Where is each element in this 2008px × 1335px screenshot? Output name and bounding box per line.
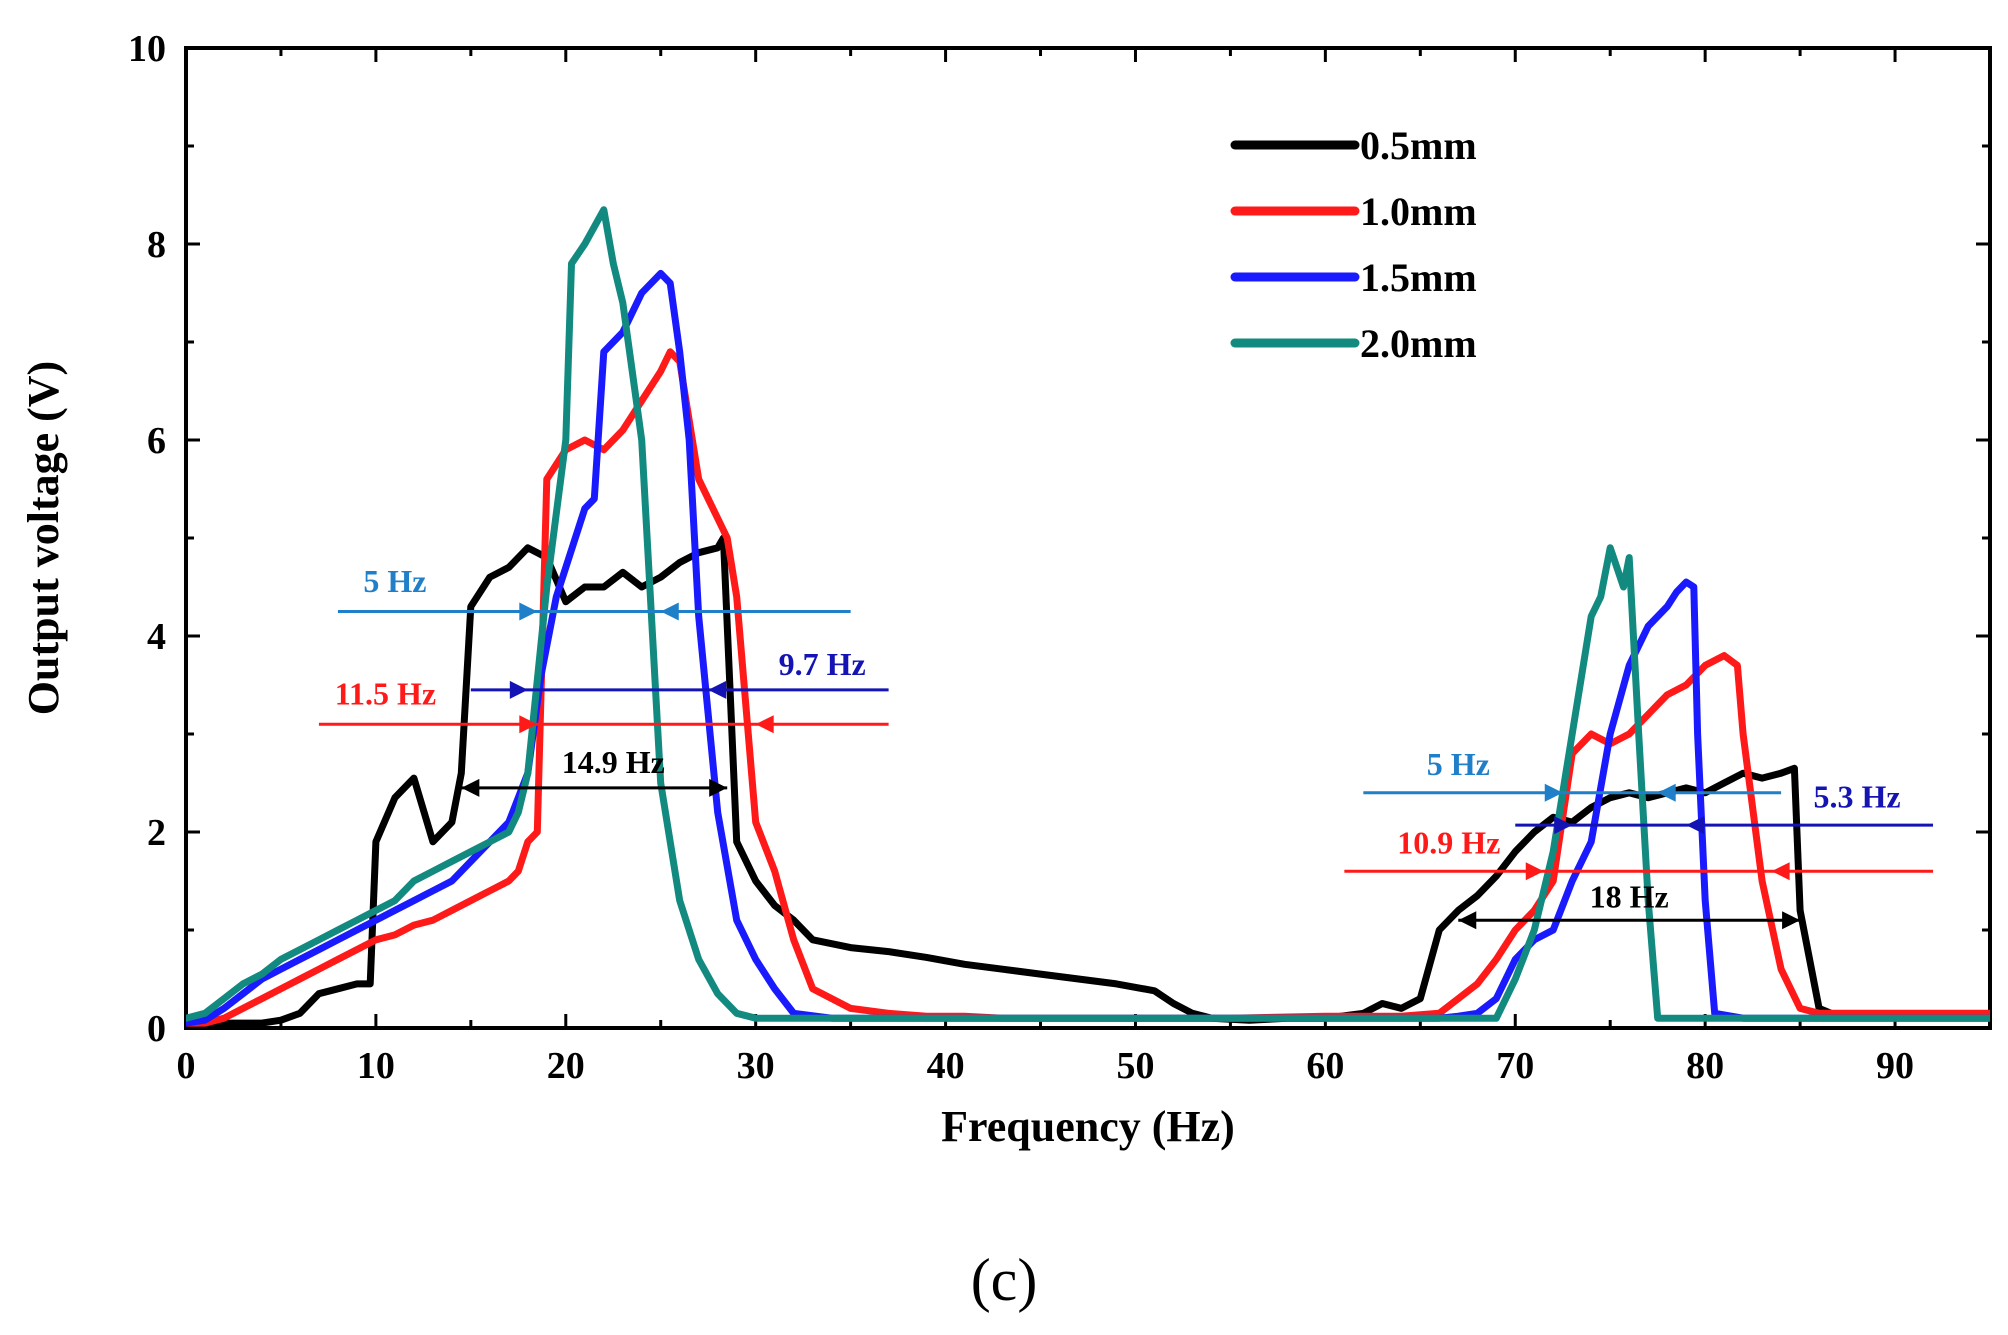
annotation-label: 10.9 Hz xyxy=(1397,825,1500,861)
annotation-arrowhead xyxy=(461,778,480,797)
annotation-arrowhead xyxy=(660,602,679,621)
x-axis-title: Frequency (Hz) xyxy=(941,1102,1235,1151)
panel-label: (c) xyxy=(971,1247,1038,1313)
x-tick-label: 0 xyxy=(177,1045,196,1087)
legend-label: 0.5mm xyxy=(1360,123,1477,168)
annotation-arrowhead xyxy=(755,715,774,734)
annotation-group: 5 Hz 9.7 Hz 11.5 Hz 14.9 Hz 5 Hz 5.3 Hz 10.9 H… xyxy=(318,563,1934,930)
annotation-arrowhead xyxy=(509,680,528,699)
x-tick-label: 10 xyxy=(357,1045,395,1087)
x-tick-label: 60 xyxy=(1306,1045,1344,1087)
x-tick-label: 30 xyxy=(737,1045,775,1087)
y-tick-label: 8 xyxy=(147,224,166,266)
annotation-arrowhead xyxy=(1554,816,1573,835)
legend-label: 1.0mm xyxy=(1360,189,1477,234)
annotation-label: 5 Hz xyxy=(1427,746,1490,782)
legend-label: 2.0mm xyxy=(1360,321,1477,366)
legend-label: 1.5mm xyxy=(1360,255,1477,300)
y-tick-label: 2 xyxy=(147,812,166,854)
y-tick-label: 0 xyxy=(147,1008,166,1050)
annotation-arrowhead xyxy=(1458,911,1477,930)
annotation-arrowhead xyxy=(519,602,538,621)
annotation-label: 14.9 Hz xyxy=(562,744,665,780)
x-tick-label: 50 xyxy=(1116,1045,1154,1087)
annotation-label: 5.3 Hz xyxy=(1814,779,1901,815)
y-axis-title: Output voltage (V) xyxy=(19,361,68,715)
series-line-1.5mm xyxy=(186,269,1990,1027)
y-tick-label: 6 xyxy=(147,420,166,462)
axes-group: 0 10 20 30 40 50 60 70 80 90 0 2 4 6 8 10 xyxy=(128,28,1992,1087)
x-tick-label: 40 xyxy=(927,1045,965,1087)
annotation-arrowhead xyxy=(1686,816,1705,835)
annotation-label: 18 Hz xyxy=(1590,878,1669,914)
x-tick-label: 70 xyxy=(1496,1045,1534,1087)
y-tick-label: 10 xyxy=(128,28,166,70)
series-line-1.0mm xyxy=(186,348,1990,1027)
x-tick-label: 20 xyxy=(547,1045,585,1087)
annotation-arrowhead xyxy=(709,778,728,797)
series-group xyxy=(186,206,1990,1027)
x-tick-label: 90 xyxy=(1876,1045,1914,1087)
annotation-label: 9.7 Hz xyxy=(779,646,866,682)
annotation-arrowhead xyxy=(1771,862,1790,881)
annotation-arrowhead xyxy=(519,715,538,734)
x-tick-label: 80 xyxy=(1686,1045,1724,1087)
annotation-label: 5 Hz xyxy=(363,563,426,599)
series-line-2.0mm xyxy=(186,206,1990,1022)
annotation-arrowhead xyxy=(1657,783,1676,802)
y-tick-label: 4 xyxy=(147,616,166,658)
annotation-label: 11.5 Hz xyxy=(335,676,436,712)
annotation-arrowhead xyxy=(1525,862,1544,881)
legend: 0.5mm 1.0mm 1.5mm 2.0mm xyxy=(1230,123,1477,366)
annotation-arrowhead xyxy=(1782,911,1801,930)
annotation-arrowhead xyxy=(1544,783,1563,802)
annotation-arrowhead xyxy=(708,680,727,699)
